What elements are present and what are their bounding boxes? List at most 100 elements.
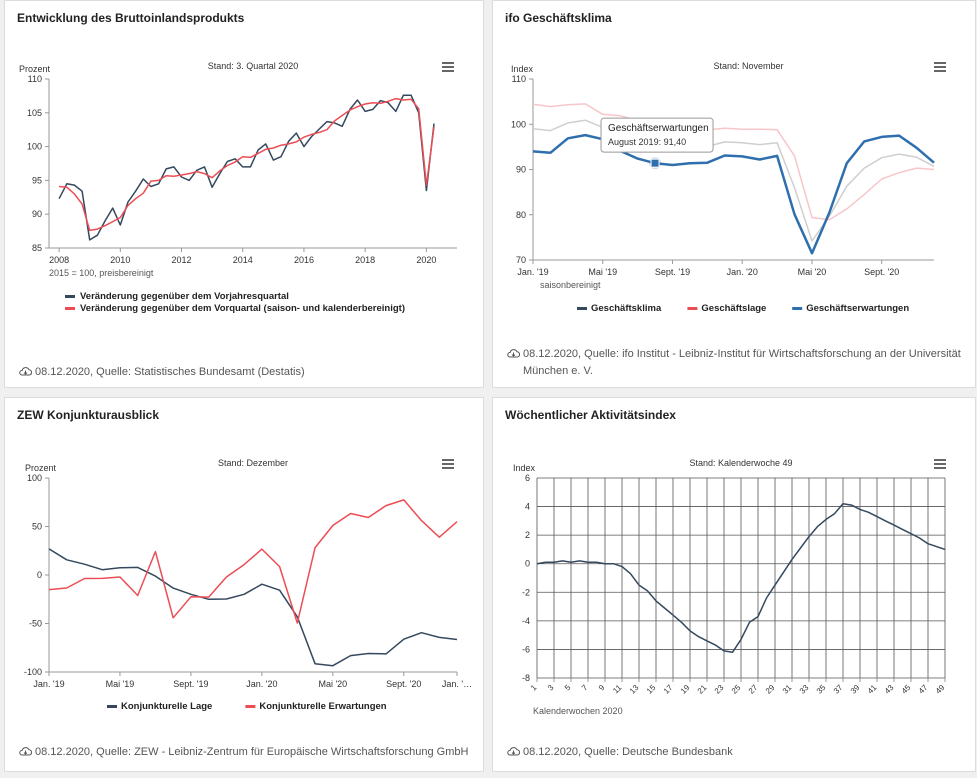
y-tick-label: -2 bbox=[522, 587, 530, 597]
x-tick-label: Mai '19 bbox=[106, 679, 135, 689]
x-tick-label: 7 bbox=[580, 683, 590, 693]
tooltip-title: Geschäftserwartungen bbox=[608, 123, 709, 134]
source-text: 08.12.2020, Quelle: Deutsche Bundesbank bbox=[523, 746, 733, 758]
x-tick-label: 23 bbox=[713, 683, 726, 696]
x-tick-label: 5 bbox=[563, 683, 573, 693]
y-tick-label: 2 bbox=[525, 530, 530, 540]
x-tick-label: 11 bbox=[611, 683, 624, 696]
legend-item: Veränderung gegenüber dem Vorjahresquart… bbox=[80, 291, 289, 302]
x-tick-label: Jan. '… bbox=[442, 679, 472, 689]
card-gdp: Entwicklung des Bruttoinlandsprodukts St… bbox=[4, 0, 484, 388]
x-tick-label: 21 bbox=[696, 683, 709, 696]
x-tick-label: 49 bbox=[934, 683, 947, 696]
tooltip-text: August 2019: 91,40 bbox=[608, 137, 686, 147]
x-tick-label: Mai '20 bbox=[318, 679, 347, 689]
series-line-0 bbox=[58, 94, 435, 241]
y-tick-label: 100 bbox=[27, 473, 42, 483]
x-tick-label: Sept. '19 bbox=[173, 679, 208, 689]
chart-note: saisonbereinigt bbox=[540, 280, 601, 290]
cloud-download-icon bbox=[507, 349, 520, 358]
x-tick-label: Jan. '19 bbox=[33, 679, 64, 689]
legend-item: Konjunkturelle Lage bbox=[121, 701, 212, 712]
legend-swatch bbox=[687, 307, 698, 310]
series-line-2 bbox=[532, 133, 935, 255]
legend-swatch bbox=[245, 705, 256, 708]
card-title: Wöchentlicher Aktivitätsindex bbox=[505, 408, 676, 422]
hamburger-menu-icon[interactable] bbox=[442, 62, 454, 72]
series-line-0 bbox=[48, 548, 458, 667]
gdp-chart: Stand: 3. Quartal 2020 Prozent 85 90 95 100 10… bbox=[19, 61, 457, 314]
source-line: 08.12.2020, Quelle: Statistisches Bundes… bbox=[19, 364, 305, 381]
y-tick-label: 70 bbox=[516, 255, 526, 265]
y-tick-label: 90 bbox=[32, 209, 42, 219]
legend-item: Geschäftserwartungen bbox=[806, 303, 909, 314]
y-tick-label: 95 bbox=[32, 175, 42, 185]
y-tick-label: -50 bbox=[29, 619, 42, 629]
x-tick-label: 35 bbox=[815, 683, 828, 696]
hamburger-menu-icon[interactable] bbox=[442, 459, 454, 469]
y-tick-label: -6 bbox=[522, 644, 530, 654]
x-tick-label: 13 bbox=[628, 683, 641, 696]
tooltip-box bbox=[600, 117, 714, 153]
legend-swatch bbox=[65, 295, 75, 298]
series-line-1 bbox=[59, 97, 435, 232]
x-tick-label: 3 bbox=[546, 683, 556, 693]
source-text: 08.12.2020, Quelle: ifo Institut - Leibn… bbox=[523, 348, 961, 360]
y-axis-label: Prozent bbox=[19, 64, 51, 74]
x-tick-label: Jan. '20 bbox=[727, 267, 758, 277]
cloud-download-icon bbox=[507, 747, 520, 756]
chart-subtitle: Stand: Kalenderwoche 49 bbox=[689, 458, 792, 468]
y-tick-label: 50 bbox=[32, 522, 42, 532]
zew-chart: Stand: Dezember Prozent -100 -50 0 50 100 Jan. … bbox=[24, 458, 472, 712]
x-tick-label: 43 bbox=[883, 683, 896, 696]
chart-note: 2015 = 100, preisbereinigt bbox=[49, 268, 154, 278]
x-tick-label: Mai '19 bbox=[588, 267, 617, 277]
card-title: ZEW Konjunkturausblick bbox=[17, 408, 160, 422]
x-tick-label: 17 bbox=[662, 683, 675, 696]
legend-item: Geschäftsklima bbox=[591, 303, 662, 314]
y-tick-label: 4 bbox=[525, 502, 530, 512]
y-tick-label: 80 bbox=[516, 210, 526, 220]
x-tick-label: 2020 bbox=[416, 255, 436, 265]
x-tick-label: 2018 bbox=[355, 255, 375, 265]
series-line-1 bbox=[48, 499, 458, 624]
x-tick-label: 9 bbox=[597, 683, 607, 693]
x-tick-label: Sept. '20 bbox=[386, 679, 421, 689]
series-line-1 bbox=[532, 103, 935, 221]
x-axis-label: Kalenderwochen 2020 bbox=[533, 706, 623, 716]
source-text: 08.12.2020, Quelle: Statistisches Bundes… bbox=[35, 366, 305, 378]
y-tick-label: 100 bbox=[511, 119, 526, 129]
x-tick-label: Sept. '19 bbox=[655, 267, 690, 277]
x-tick-label: Sept. '20 bbox=[864, 267, 899, 277]
card-zew: ZEW Konjunkturausblick Stand: Dezember Pr… bbox=[4, 397, 484, 772]
chart-subtitle: Stand: Dezember bbox=[218, 458, 288, 468]
x-tick-label: 15 bbox=[645, 683, 658, 696]
y-tick-label: 0 bbox=[525, 559, 530, 569]
activity-chart: Stand: Kalenderwoche 49 Index -8 -6 -4 -2 0 2 4 6… bbox=[513, 458, 947, 716]
x-tick-label: Jan. '20 bbox=[246, 679, 277, 689]
legend-item: Geschäftslage bbox=[701, 303, 766, 314]
legend-item: Veränderung gegenüber dem Vorquartal (sa… bbox=[80, 303, 405, 314]
source-text-2: München e. V. bbox=[523, 365, 593, 377]
x-tick-label: Mai '20 bbox=[798, 267, 827, 277]
x-tick-label: 45 bbox=[900, 683, 913, 696]
y-axis-label: Index bbox=[511, 64, 534, 74]
cloud-download-icon bbox=[19, 367, 32, 376]
chart-subtitle: Stand: 3. Quartal 2020 bbox=[208, 61, 299, 71]
hamburger-menu-icon[interactable] bbox=[934, 62, 946, 72]
x-tick-label: 47 bbox=[917, 683, 930, 696]
x-tick-label: 27 bbox=[747, 683, 760, 696]
x-tick-label: 1 bbox=[529, 683, 539, 693]
y-tick-label: -4 bbox=[522, 616, 530, 626]
y-tick-label: -100 bbox=[24, 667, 42, 677]
source-text: 08.12.2020, Quelle: ZEW - Leibniz-Zentru… bbox=[35, 746, 469, 758]
tooltip-point bbox=[650, 158, 660, 168]
legend-swatch bbox=[792, 307, 803, 310]
x-tick-label: Jan. '19 bbox=[517, 267, 548, 277]
legend-swatch bbox=[107, 705, 117, 708]
x-tick-label: 39 bbox=[849, 683, 862, 696]
hamburger-menu-icon[interactable] bbox=[934, 459, 946, 469]
y-axis-label: Prozent bbox=[25, 463, 57, 473]
ifo-chart: Stand: November Index 70 80 90 100 110 Jan. '19… bbox=[511, 61, 946, 314]
